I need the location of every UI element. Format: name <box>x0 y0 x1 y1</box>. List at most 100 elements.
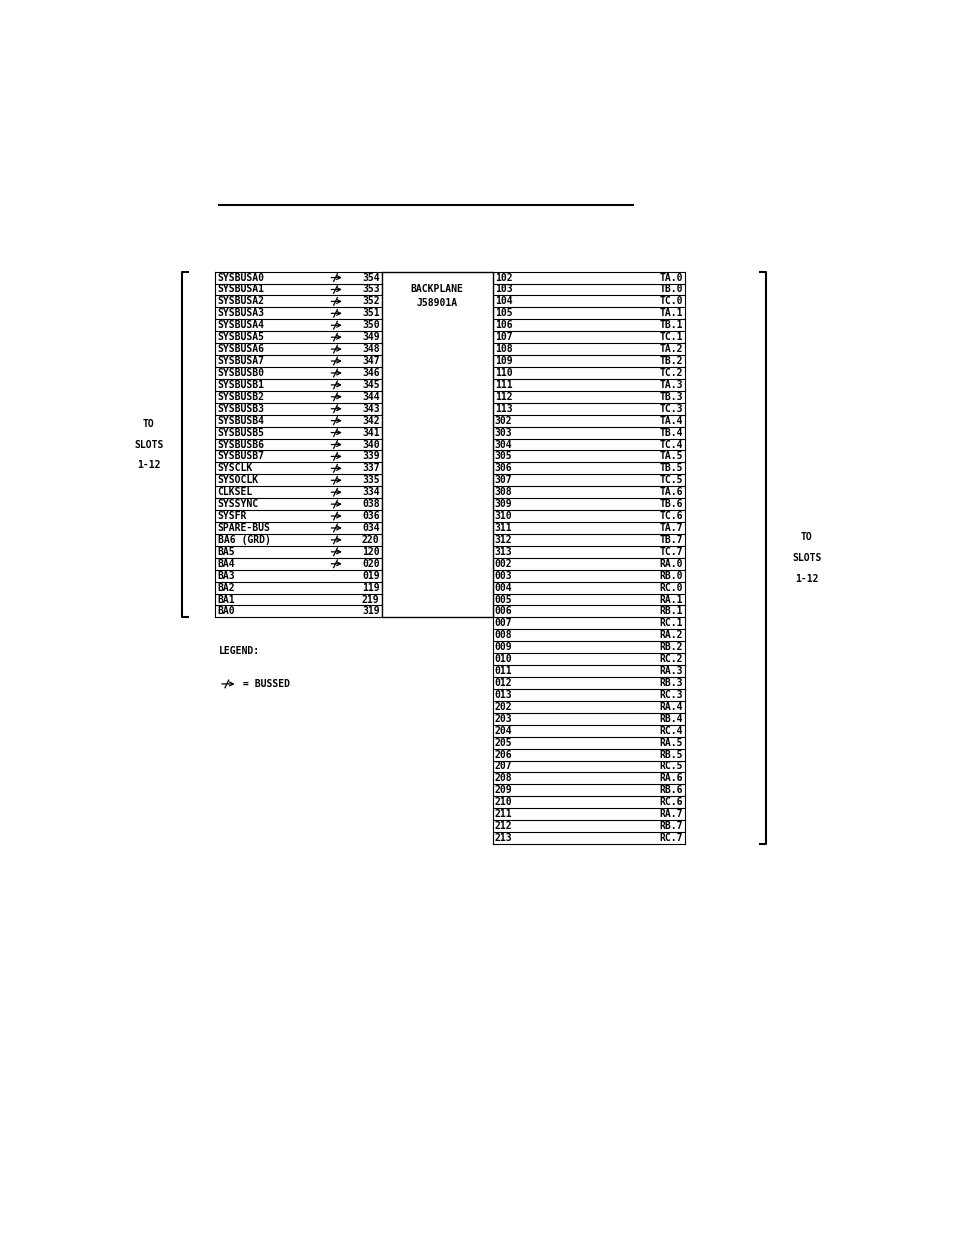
Text: SYSBUSA7: SYSBUSA7 <box>217 357 264 366</box>
Text: SYSCLK: SYSCLK <box>217 463 253 474</box>
Text: 004: 004 <box>495 582 512 592</box>
Text: LEGEND:: LEGEND: <box>219 645 260 656</box>
Text: SYSBUSA4: SYSBUSA4 <box>217 321 264 331</box>
Text: SYSBUSA1: SYSBUSA1 <box>217 285 264 295</box>
Text: 034: 034 <box>361 523 379 533</box>
Text: BA6 (GRD): BA6 (GRD) <box>217 534 270 545</box>
Text: TA.2: TA.2 <box>659 344 682 354</box>
Text: RA.2: RA.2 <box>659 631 682 640</box>
Text: 020: 020 <box>361 559 379 569</box>
Text: 337: 337 <box>361 463 379 474</box>
Text: 006: 006 <box>495 606 512 617</box>
Text: 213: 213 <box>495 833 512 843</box>
Text: SYSBUSA6: SYSBUSA6 <box>217 344 264 354</box>
Text: TA.7: TA.7 <box>659 523 682 533</box>
Text: RC.1: RC.1 <box>659 618 682 628</box>
Text: 011: 011 <box>495 666 512 676</box>
Text: 302: 302 <box>495 416 512 426</box>
Text: BACKPLANE: BACKPLANE <box>411 285 463 295</box>
Text: 012: 012 <box>495 677 512 689</box>
Text: 113: 113 <box>495 404 512 413</box>
Text: 019: 019 <box>361 570 379 581</box>
Text: 340: 340 <box>361 439 379 449</box>
Text: RA.0: RA.0 <box>659 559 682 569</box>
Text: SYSBUSB4: SYSBUSB4 <box>217 416 264 426</box>
Text: 209: 209 <box>495 785 512 796</box>
Text: TC.3: TC.3 <box>659 404 682 413</box>
Text: 106: 106 <box>495 321 512 331</box>
Text: RC.0: RC.0 <box>659 582 682 592</box>
Text: TB.6: TB.6 <box>659 499 682 510</box>
Text: TB.4: TB.4 <box>659 428 682 438</box>
Text: RA.5: RA.5 <box>659 738 682 748</box>
Text: = BUSSED: = BUSSED <box>243 679 290 689</box>
Text: TC.7: TC.7 <box>659 547 682 557</box>
Text: 007: 007 <box>495 618 512 628</box>
Text: SLOTS: SLOTS <box>134 439 163 449</box>
Text: 304: 304 <box>495 439 512 449</box>
Text: 008: 008 <box>495 631 512 640</box>
Text: 352: 352 <box>361 296 379 306</box>
Text: TC.6: TC.6 <box>659 511 682 521</box>
Text: 013: 013 <box>495 690 512 700</box>
Text: 003: 003 <box>495 570 512 581</box>
Text: TA.5: TA.5 <box>659 452 682 462</box>
Text: BA5: BA5 <box>217 547 235 557</box>
Text: 219: 219 <box>361 595 379 605</box>
Text: BA1: BA1 <box>217 595 235 605</box>
Text: 119: 119 <box>361 582 379 592</box>
Text: 210: 210 <box>495 797 512 807</box>
Text: SLOTS: SLOTS <box>791 553 821 563</box>
Text: RC.7: RC.7 <box>659 833 682 843</box>
Text: 354: 354 <box>361 273 379 283</box>
Text: 112: 112 <box>495 392 512 402</box>
Text: 220: 220 <box>361 534 379 545</box>
Text: RB.4: RB.4 <box>659 713 682 724</box>
Text: 103: 103 <box>495 285 512 295</box>
Text: 036: 036 <box>361 511 379 521</box>
Text: 348: 348 <box>361 344 379 354</box>
Text: TO: TO <box>801 532 812 542</box>
Text: SYSBUSB5: SYSBUSB5 <box>217 428 264 438</box>
Text: RA.6: RA.6 <box>659 774 682 784</box>
Text: SYSBUSA0: SYSBUSA0 <box>217 273 264 283</box>
Text: 1-12: 1-12 <box>137 460 160 470</box>
Text: 342: 342 <box>361 416 379 426</box>
Text: 105: 105 <box>495 308 512 318</box>
Text: 203: 203 <box>495 713 512 724</box>
Text: 351: 351 <box>361 308 379 318</box>
Text: BA4: BA4 <box>217 559 235 569</box>
Text: J58901A: J58901A <box>416 297 457 307</box>
Text: 1-12: 1-12 <box>794 574 818 584</box>
Text: 212: 212 <box>495 821 512 832</box>
Text: RA.3: RA.3 <box>659 666 682 676</box>
Text: RB.2: RB.2 <box>659 642 682 653</box>
Text: 205: 205 <box>495 738 512 748</box>
Text: 208: 208 <box>495 774 512 784</box>
Text: RB.5: RB.5 <box>659 749 682 760</box>
Text: TA.3: TA.3 <box>659 380 682 390</box>
Text: TC.0: TC.0 <box>659 296 682 306</box>
Text: TO: TO <box>143 418 154 428</box>
Text: 335: 335 <box>361 475 379 485</box>
Text: 339: 339 <box>361 452 379 462</box>
Text: 038: 038 <box>361 499 379 510</box>
Text: 308: 308 <box>495 487 512 497</box>
Text: 207: 207 <box>495 761 512 771</box>
Text: 344: 344 <box>361 392 379 402</box>
Text: SYSBUSA5: SYSBUSA5 <box>217 332 264 342</box>
Text: 307: 307 <box>495 475 512 485</box>
Text: TB.3: TB.3 <box>659 392 682 402</box>
Text: 202: 202 <box>495 702 512 712</box>
Text: 353: 353 <box>361 285 379 295</box>
Text: 350: 350 <box>361 321 379 331</box>
Text: SPARE-BUS: SPARE-BUS <box>217 523 270 533</box>
Text: SYSBUSB1: SYSBUSB1 <box>217 380 264 390</box>
Text: CLKSEL: CLKSEL <box>217 487 253 497</box>
Text: 341: 341 <box>361 428 379 438</box>
Bar <box>381 271 492 617</box>
Text: SYSBUSB6: SYSBUSB6 <box>217 439 264 449</box>
Text: 108: 108 <box>495 344 512 354</box>
Text: RC.6: RC.6 <box>659 797 682 807</box>
Text: 312: 312 <box>495 534 512 545</box>
